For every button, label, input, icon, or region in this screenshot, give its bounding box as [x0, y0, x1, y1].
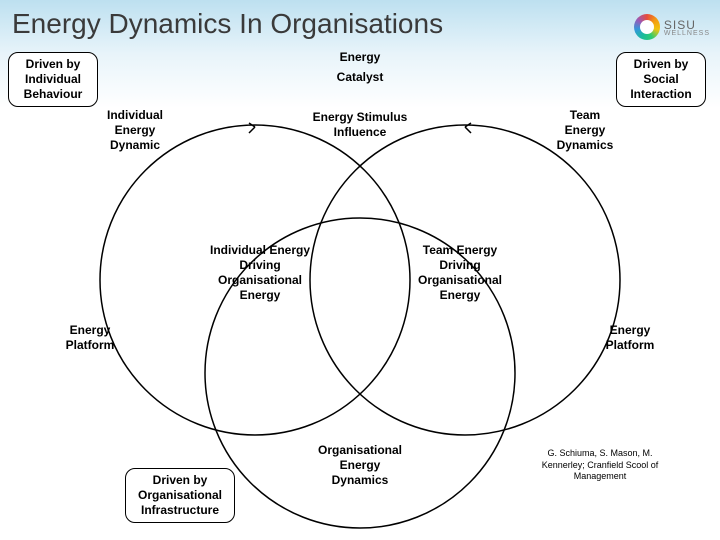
label-individual-driving: Individual EnergyDrivingOrganisationalEn…: [190, 243, 330, 303]
diagram-stage: Driven byIndividualBehaviour Driven bySo…: [0, 48, 720, 540]
brand-logo: SISU WELLNESS: [634, 14, 710, 40]
node-org-energy: OrganisationalEnergyDynamics: [300, 443, 420, 488]
box-driven-individual: Driven byIndividualBehaviour: [8, 52, 98, 107]
page-title: Energy Dynamics In Organisations: [0, 0, 720, 40]
label-platform-right: EnergyPlatform: [590, 323, 670, 353]
logo-sub: WELLNESS: [664, 30, 710, 37]
label-team-driving: Team EnergyDrivingOrganisationalEnergy: [390, 243, 530, 303]
label-stimulus: Energy StimulusInfluence: [295, 110, 425, 140]
label-energy: Energy: [300, 50, 420, 65]
label-catalyst: Catalyst: [300, 70, 420, 85]
citation: G. Schiuma, S. Mason, M.Kennerley; Cranf…: [515, 448, 685, 483]
label-platform-left: EnergyPlatform: [50, 323, 130, 353]
node-team-energy: TeamEnergyDynamics: [540, 108, 630, 153]
node-individual-energy: IndividualEnergyDynamic: [90, 108, 180, 153]
color-wheel-icon: [634, 14, 660, 40]
box-driven-social: Driven bySocialInteraction: [616, 52, 706, 107]
box-driven-infra: Driven byOrganisationalInfrastructure: [125, 468, 235, 523]
